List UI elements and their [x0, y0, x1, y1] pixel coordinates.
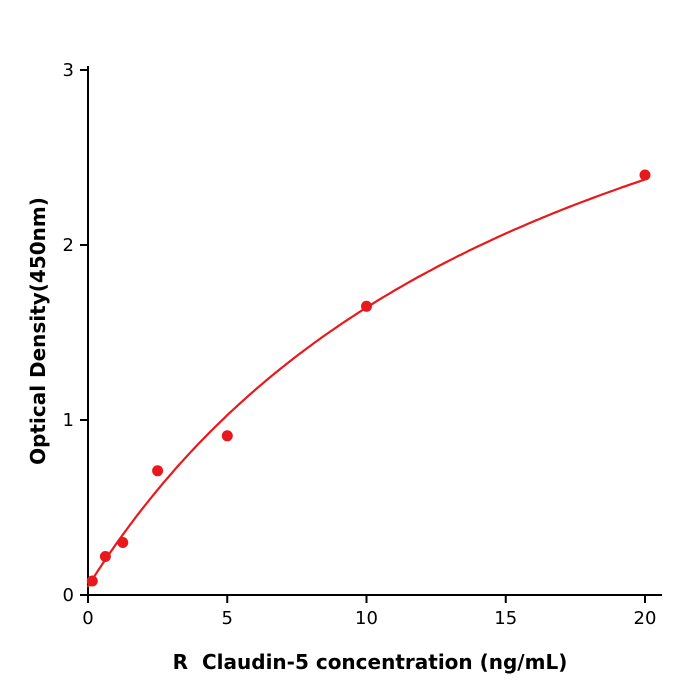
data-point: [152, 465, 164, 477]
data-point: [86, 575, 98, 587]
y-axis-label: Optical Density(450nm): [26, 197, 50, 465]
x-tick-label: 15: [494, 608, 517, 629]
data-point: [117, 537, 129, 548]
fit-curve: [86, 178, 647, 588]
x-axis-label: R Claudin-5 concentration (ng/mL): [173, 650, 568, 674]
y-tick-label: 3: [63, 60, 74, 81]
x-tick-label: 0: [82, 608, 93, 629]
x-tick-label: 20: [634, 608, 657, 629]
data-point: [99, 551, 111, 562]
y-tick-label: 2: [63, 235, 74, 256]
x-tick-label: 10: [355, 608, 378, 629]
x-tick-label: 5: [222, 608, 233, 629]
data-point: [221, 430, 233, 442]
y-tick-label: 1: [63, 410, 74, 431]
plot-area: 0 5 10 15 20 0 1 2 3: [63, 60, 662, 629]
data-point: [361, 300, 372, 312]
y-tick-label: 0: [63, 585, 74, 606]
data-point: [639, 169, 651, 181]
